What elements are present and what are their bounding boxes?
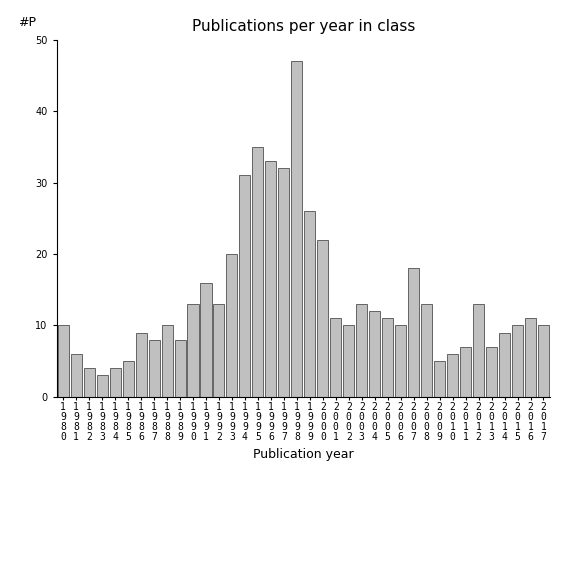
Bar xyxy=(162,325,172,397)
Bar xyxy=(525,318,536,397)
Bar xyxy=(486,347,497,397)
Bar xyxy=(356,304,367,397)
Bar xyxy=(382,318,393,397)
Bar xyxy=(136,333,147,397)
Bar xyxy=(408,268,419,397)
Bar xyxy=(252,147,264,397)
Bar xyxy=(96,375,108,397)
Bar xyxy=(447,354,458,397)
Y-axis label: #P: #P xyxy=(18,16,36,29)
Bar xyxy=(538,325,549,397)
Bar xyxy=(304,211,315,397)
X-axis label: Publication year: Publication year xyxy=(253,448,354,461)
Bar xyxy=(175,340,185,397)
Bar xyxy=(421,304,432,397)
Bar xyxy=(434,361,445,397)
Bar xyxy=(149,340,159,397)
Bar xyxy=(213,304,225,397)
Bar xyxy=(201,282,211,397)
Bar xyxy=(460,347,471,397)
Title: Publications per year in class: Publications per year in class xyxy=(192,19,415,35)
Bar xyxy=(318,240,328,397)
Bar xyxy=(84,369,95,397)
Bar xyxy=(331,318,341,397)
Bar xyxy=(291,61,302,397)
Bar xyxy=(512,325,523,397)
Bar xyxy=(109,369,121,397)
Bar xyxy=(473,304,484,397)
Bar xyxy=(188,304,198,397)
Bar xyxy=(499,333,510,397)
Bar xyxy=(369,311,380,397)
Bar xyxy=(278,168,289,397)
Bar xyxy=(58,325,69,397)
Bar xyxy=(395,325,406,397)
Bar xyxy=(343,325,354,397)
Bar xyxy=(71,354,82,397)
Bar xyxy=(265,161,276,397)
Bar xyxy=(226,254,238,397)
Bar xyxy=(122,361,134,397)
Bar xyxy=(239,175,251,397)
